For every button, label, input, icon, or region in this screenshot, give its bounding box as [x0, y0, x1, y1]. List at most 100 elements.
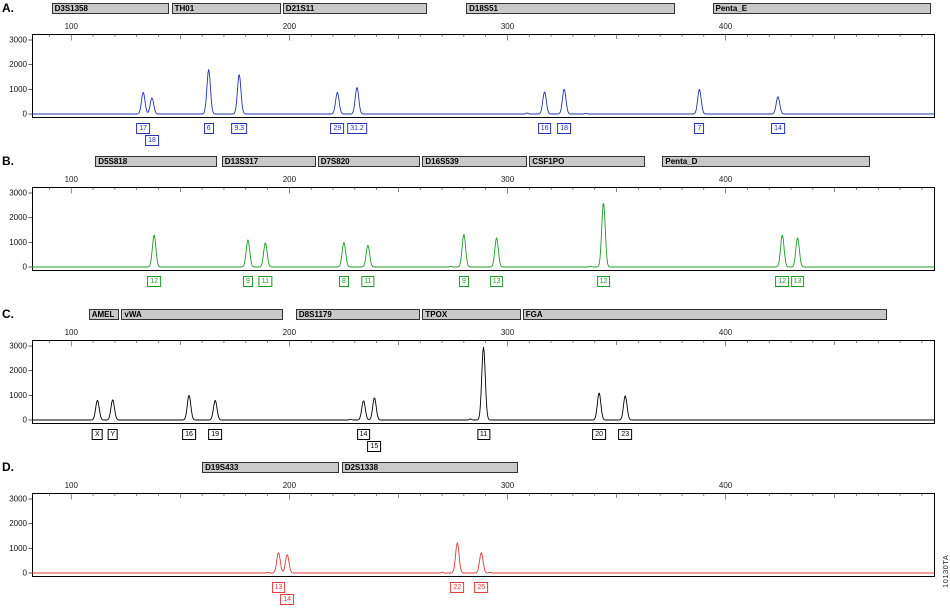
locus-header-row: D19S433 D2S1338	[0, 462, 950, 473]
allele-label: 18	[145, 135, 159, 146]
locus-label-D5S818: D5S818	[95, 156, 218, 167]
allele-label: 25	[474, 582, 489, 593]
locus-label-TH01: TH01	[171, 3, 281, 14]
y-tick-label: 3000	[9, 189, 27, 198]
trace-plot-a: 0 1000 2000 3000	[9, 34, 935, 119]
allele-label: 14	[280, 594, 295, 605]
locus-label-D19S433: D19S433	[202, 462, 340, 473]
x-tick-label: 200	[282, 175, 297, 184]
trace-d	[32, 542, 935, 574]
x-tick-label: 100	[64, 22, 78, 31]
trace-plot-d: 0 1000 2000 3000	[9, 493, 935, 578]
allele-label: 14	[771, 123, 785, 134]
allele-label: 31.2	[347, 123, 367, 134]
x-tick-label: 300	[500, 22, 515, 31]
allele-label: 9.3	[231, 123, 248, 134]
x-tick-label: 200	[282, 481, 297, 490]
y-tick-label: 3000	[9, 36, 27, 45]
trace-b	[32, 202, 935, 268]
panel-letter: A.	[2, 1, 14, 15]
y-tick-label: 2000	[9, 366, 27, 375]
y-tick-label: 0	[23, 263, 28, 272]
allele-label: 8	[338, 276, 349, 287]
trace-c	[32, 346, 935, 421]
y-tick-label: 0	[23, 110, 28, 119]
locus-label-Penta_E: Penta_E	[712, 3, 931, 14]
locus-label-TPOX: TPOX	[422, 309, 521, 320]
allele-label: 23	[618, 429, 633, 440]
allele-label: 16	[182, 429, 196, 440]
locus-label-D8S1179: D8S1179	[295, 309, 421, 320]
locus-label-D7S820: D7S820	[317, 156, 421, 167]
x-axis-labels: 100 200 300 400	[0, 22, 950, 31]
allele-label: 12	[775, 276, 790, 287]
x-tick-label: 400	[718, 175, 733, 184]
allele-row: 13 14 22 25	[0, 582, 950, 610]
panel-letter: B.	[2, 154, 14, 168]
allele-label: 7	[694, 123, 705, 134]
allele-row: 17 18 6 9.3 29 31.2 16 18 7 14	[0, 123, 950, 151]
locus-label-D21S11: D21S11	[282, 3, 427, 14]
allele-label: 13	[489, 276, 504, 287]
allele-label: 13	[271, 582, 286, 593]
allele-row: 12 9 11 8 11 9 13 12 12 13	[0, 276, 950, 304]
trace-plot-b: 0 1000 2000 3000	[9, 187, 935, 272]
allele-label: Y	[107, 429, 119, 440]
figure-id-watermark: 10130TA	[941, 554, 950, 588]
locus-label-Penta_D: Penta_D	[662, 156, 870, 167]
y-tick-label: 2000	[9, 60, 27, 69]
locus-label-D18S51: D18S51	[466, 3, 676, 14]
allele-label: 19	[208, 429, 223, 440]
y-tick-label: 3000	[9, 342, 27, 351]
allele-label: 11	[361, 276, 375, 287]
panel-letter: C.	[2, 307, 14, 321]
panel-b: B. D5S818 D13S317 D7S820 D16S539 CSF1PO Penta_…	[0, 153, 950, 306]
y-tick-label: 1000	[9, 391, 27, 400]
x-tick-label: 100	[64, 481, 78, 490]
allele-label: 12	[596, 276, 611, 287]
allele-label: X	[92, 429, 103, 440]
y-tick-label: 2000	[9, 519, 27, 528]
y-tick-label: 2000	[9, 213, 27, 222]
allele-label: 13	[790, 276, 805, 287]
allele-label: 20	[592, 429, 606, 440]
panel-c: C. AMEL vWA D8S1179 TPOX FGA 100 200 300 400 0 1000…	[0, 306, 950, 459]
locus-label-CSF1PO: CSF1PO	[529, 156, 645, 167]
locus-label-D13S317: D13S317	[221, 156, 316, 167]
x-axis-labels: 100 200 300 400	[0, 481, 950, 490]
x-axis-labels: 100 200 300 400	[0, 328, 950, 337]
locus-label-FGA: FGA	[522, 309, 888, 320]
y-tick-label: 1000	[9, 238, 27, 247]
x-tick-label: 100	[64, 175, 78, 184]
y-tick-label: 1000	[9, 544, 27, 553]
x-tick-label: 300	[500, 175, 515, 184]
x-tick-label: 300	[500, 328, 515, 337]
allele-label: 15	[367, 441, 382, 452]
allele-label: 17	[136, 123, 151, 134]
trace-a	[32, 69, 935, 115]
y-tick-label: 0	[23, 416, 28, 425]
x-tick-label: 400	[718, 328, 733, 337]
x-tick-label: 400	[718, 481, 733, 490]
locus-label-vWA: vWA	[121, 309, 283, 320]
allele-row: X Y 16 19 14 15 11 20 23	[0, 429, 950, 457]
y-tick-label: 1000	[9, 85, 27, 94]
allele-label: 9	[242, 276, 253, 287]
allele-label: 29	[330, 123, 345, 134]
locus-label-D2S1338: D2S1338	[341, 462, 519, 473]
allele-label: 14	[356, 429, 371, 440]
x-tick-label: 200	[282, 328, 297, 337]
locus-header-row: AMEL vWA D8S1179 TPOX FGA	[0, 309, 950, 320]
panel-a: A. D3S1358 TH01 D21S11 D18S51 Penta_E 100 200 30…	[0, 0, 950, 153]
panel-d: D. D19S433 D2S1338 100 200 300 400 0 1000 2000 300…	[0, 459, 950, 612]
x-tick-label: 300	[500, 481, 515, 490]
allele-label: 18	[557, 123, 572, 134]
x-tick-label: 200	[282, 22, 297, 31]
locus-label-D16S539: D16S539	[422, 156, 528, 167]
x-axis-labels: 100 200 300 400	[0, 175, 950, 184]
allele-label: 16	[537, 123, 552, 134]
allele-label: 6	[203, 123, 214, 134]
allele-label: 22	[450, 582, 465, 593]
